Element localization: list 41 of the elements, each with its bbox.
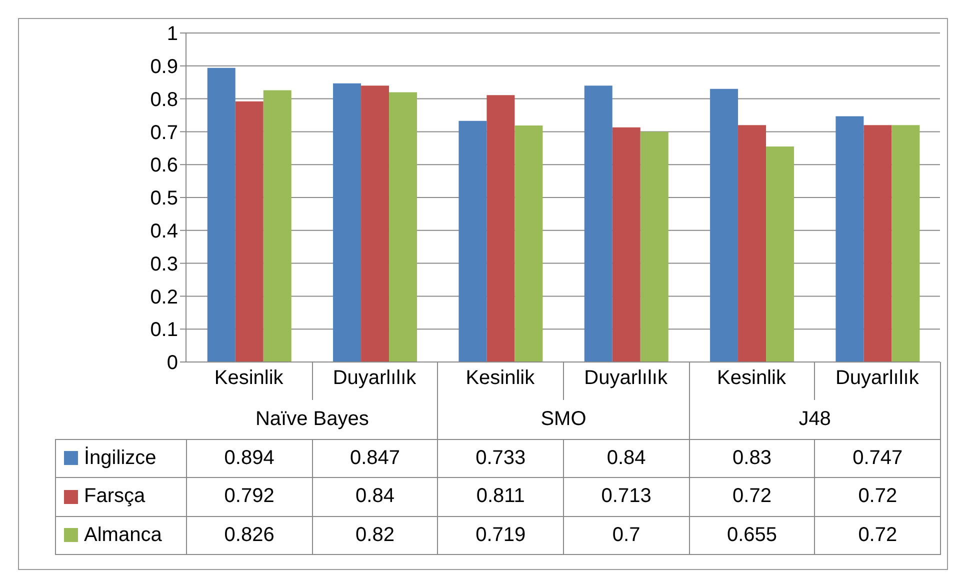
- x-tick-label: Kesinlik: [717, 367, 787, 390]
- data-label: 0.82: [312, 516, 438, 555]
- data-label: 0.747: [814, 438, 941, 478]
- x-tick-label: Duyarlılık: [332, 367, 418, 390]
- y-tick-label: 0.3: [150, 253, 178, 276]
- data-label: 0.84: [312, 477, 438, 516]
- data-label: 0.719: [437, 516, 564, 555]
- x-tick-label: Kesinlik: [466, 367, 536, 390]
- y-tick-label: 0.2: [150, 286, 178, 308]
- data-label: 0.811: [437, 477, 564, 516]
- x-tick-label: Duyarlılık: [584, 367, 669, 390]
- x-tick-label: Duyarlılık: [835, 367, 920, 390]
- text: J48: [688, 400, 941, 440]
- data-label: 0.847: [312, 438, 438, 478]
- text: SMO: [437, 400, 690, 440]
- y-tick-label: 0.7: [150, 122, 178, 144]
- y-tick-label: 0.4: [150, 220, 178, 242]
- legend-label: Almanca: [84, 524, 162, 547]
- data-label: 0.72: [814, 477, 941, 516]
- y-tick-label: 0.9: [150, 56, 178, 78]
- data-label: 0.713: [563, 477, 690, 516]
- x-tick-label: Kesinlik: [214, 367, 284, 390]
- data-label: 0.655: [688, 516, 816, 555]
- data-label: 0.83: [688, 438, 816, 478]
- legend-label: Farsça: [84, 485, 146, 508]
- data-label: 0.72: [688, 477, 816, 516]
- data-label: 0.894: [186, 438, 313, 478]
- y-tick-label: 0.1: [150, 319, 178, 342]
- y-tick-label: 0.5: [150, 188, 178, 210]
- data-label: 0.84: [563, 438, 690, 478]
- data-label: 0.72: [814, 516, 941, 555]
- text: Naïve Bayes: [186, 400, 438, 440]
- data-label: 0.733: [437, 438, 564, 478]
- y-tick-label: 0.6: [150, 154, 178, 177]
- y-tick-label: 0.8: [150, 88, 178, 111]
- legend-label: İngilizce: [84, 446, 156, 470]
- data-label: 0.7: [563, 516, 690, 555]
- y-tick-label: 0: [166, 352, 178, 374]
- y-tick-label: 1: [166, 23, 178, 46]
- data-label: 0.826: [186, 516, 313, 555]
- data-label: 0.792: [186, 477, 313, 516]
